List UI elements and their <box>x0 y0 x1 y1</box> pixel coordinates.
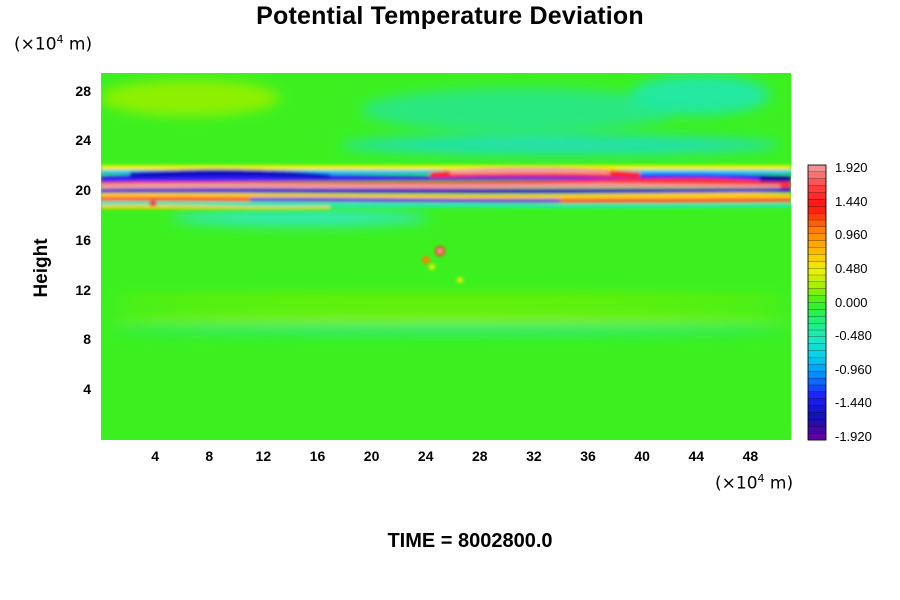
colorbar-swatch <box>807 371 827 379</box>
colorbar-swatch <box>807 426 827 434</box>
upper-left-warm-patch <box>101 80 280 116</box>
colorbar-swatch <box>807 364 827 372</box>
x-tick-label: 8 <box>205 448 214 464</box>
pre-band-cool-strip <box>340 135 780 155</box>
colorbar-swatch <box>807 226 827 235</box>
y-axis-unit: (×104 m) <box>14 33 93 55</box>
x-tick-label: 16 <box>309 448 326 464</box>
colorbar-tick-label: -0.960 <box>835 361 872 377</box>
colorbar-tick-label: 0.480 <box>835 260 868 276</box>
colorbar-tick-label: 1.920 <box>835 160 868 175</box>
colorbar-swatch <box>807 378 827 386</box>
chart-title: Potential Temperature Deviation <box>256 2 644 30</box>
colorbar-swatch <box>807 164 827 173</box>
colorbar-swatch <box>807 323 827 331</box>
y-tick-label: 4 <box>83 381 91 398</box>
colorbar-tick-label: 1.440 <box>835 193 868 209</box>
x-tick-label: 44 <box>688 448 705 464</box>
colorbar-swatch <box>807 302 827 310</box>
x-tick-label: 32 <box>526 448 542 464</box>
colorbar-swatch <box>807 316 827 324</box>
colorbar-swatch <box>807 357 827 365</box>
colorbar-swatch <box>807 233 827 241</box>
colorbar-swatch <box>807 384 827 393</box>
x-tick-label: 48 <box>742 448 759 464</box>
colorbar-swatch <box>807 336 827 345</box>
colorbar-swatch <box>807 405 827 413</box>
upper-cool-patch <box>360 88 680 132</box>
y-tick-label: 8 <box>83 331 91 348</box>
colorbar-outline <box>807 164 827 441</box>
colorbar-swatch <box>807 254 827 262</box>
colorbar-swatch <box>807 295 827 303</box>
upper-right-cool-patch <box>630 75 770 115</box>
colorbar-swatch <box>807 398 827 406</box>
colorbar-swatch <box>807 171 827 180</box>
colorbar-swatch <box>807 419 827 427</box>
x-axis-unit: (×104 m) <box>715 472 794 494</box>
colorbar-swatch <box>807 240 827 248</box>
colorbar-swatch <box>807 309 827 317</box>
colorbar-swatch <box>807 433 827 441</box>
colorbar-swatch <box>807 192 827 200</box>
lower-cool-strip <box>170 210 430 226</box>
colorbar-swatch <box>807 391 827 400</box>
background-field <box>101 73 791 440</box>
colorbar-swatch <box>807 281 827 290</box>
colorbar-tick-label: 0.000 <box>835 294 868 310</box>
colorbar-swatch <box>807 185 827 193</box>
colorbar-swatch <box>807 247 827 255</box>
colorbar-swatch <box>807 213 827 221</box>
colorbar <box>807 164 827 441</box>
y-tick-label: 28 <box>75 82 91 99</box>
colorbar-swatch <box>807 178 827 186</box>
colorbar-swatch <box>807 261 827 269</box>
mid-cool-strip <box>110 326 790 334</box>
colorbar-swatch <box>807 206 827 214</box>
colorbar-swatch <box>807 274 827 283</box>
colorbar-swatch <box>807 199 827 207</box>
colorbar-tick-label: -1.440 <box>835 395 872 411</box>
x-tick-label: 28 <box>472 448 488 464</box>
x-tick-label: 36 <box>580 448 596 464</box>
colorbar-swatch <box>807 288 827 296</box>
colorbar-swatch <box>807 329 827 338</box>
x-tick-label: 20 <box>363 448 380 464</box>
x-tick-label: 4 <box>151 448 159 464</box>
mid-warm-strip-2 <box>110 313 790 323</box>
mid-warm-strip <box>110 294 790 306</box>
time-readout: TIME = 8002800.0 <box>387 530 553 552</box>
colorbar-swatch <box>807 350 827 358</box>
colorbar-tick-label: -0.480 <box>835 328 872 344</box>
y-tick-label: 20 <box>75 182 91 199</box>
colorbar-swatch <box>807 412 827 420</box>
colorbar-swatch <box>807 268 827 276</box>
x-tick-label: 12 <box>255 448 272 464</box>
heatmap-field <box>101 73 791 440</box>
colorbar-swatch <box>807 219 827 228</box>
y-tick-label: 16 <box>75 231 91 248</box>
hot-spots <box>150 200 463 283</box>
y-tick-label: 12 <box>75 281 91 298</box>
y-tick-label: 24 <box>75 132 91 149</box>
colorbar-tick-label: 0.960 <box>835 227 868 243</box>
x-tick-label: 40 <box>634 448 650 464</box>
x-tick-label: 24 <box>417 448 434 464</box>
colorbar-swatch <box>807 343 827 351</box>
colorbar-tick-label: -1.920 <box>835 429 872 444</box>
tropopause-band <box>101 165 791 210</box>
